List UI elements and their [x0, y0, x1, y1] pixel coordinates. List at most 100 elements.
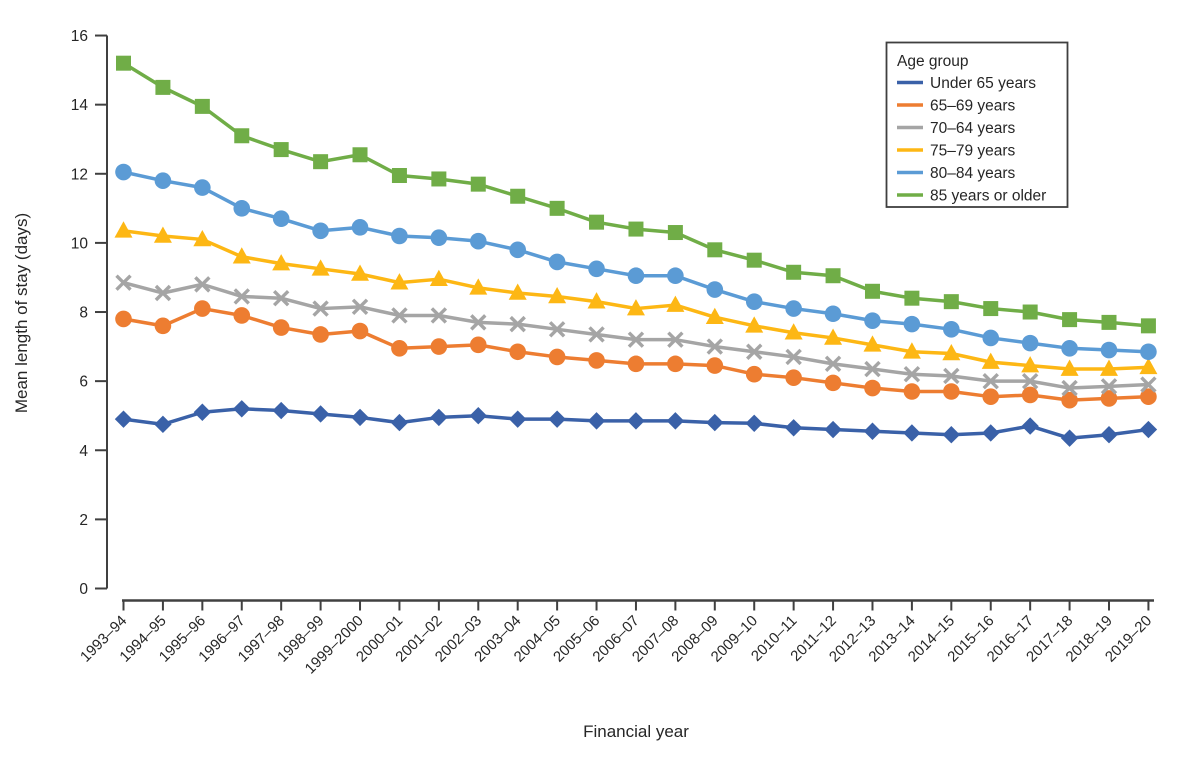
marker: [902, 342, 921, 359]
marker: [193, 403, 212, 421]
marker: [312, 326, 329, 343]
marker: [311, 405, 330, 423]
series-75-79-years: [114, 221, 1158, 376]
marker: [351, 219, 369, 236]
marker: [785, 348, 802, 366]
marker: [825, 268, 841, 284]
marker: [272, 401, 290, 420]
marker: [982, 372, 999, 390]
legend-item: 65–69 years: [897, 98, 1016, 115]
marker: [666, 412, 685, 430]
marker: [1140, 376, 1157, 393]
marker: [1100, 378, 1118, 395]
marker: [194, 300, 211, 317]
legend: Age group Under 65 years 65–69 years 70–64 …: [885, 41, 1069, 208]
series-under-65-years: [114, 400, 1158, 447]
marker: [746, 343, 763, 360]
marker: [627, 267, 645, 285]
marker: [824, 355, 842, 373]
marker: [627, 331, 645, 348]
marker: [667, 267, 684, 285]
marker: [706, 413, 724, 432]
series-80-84-years: [115, 163, 1157, 361]
marker: [548, 286, 567, 304]
marker: [509, 410, 527, 428]
marker: [786, 264, 802, 280]
marker: [272, 289, 290, 307]
marker: [115, 163, 132, 181]
marker: [903, 315, 921, 333]
marker: [982, 424, 1000, 442]
marker: [311, 259, 330, 276]
marker: [430, 408, 448, 427]
marker: [272, 210, 290, 228]
marker: [981, 352, 1000, 369]
marker: [588, 260, 605, 278]
marker: [1061, 379, 1078, 397]
marker: [233, 400, 251, 418]
marker: [469, 407, 487, 425]
marker: [1021, 372, 1039, 390]
marker: [1021, 334, 1039, 352]
marker: [784, 323, 803, 340]
marker: [785, 369, 802, 386]
marker: [115, 274, 132, 291]
marker: [549, 200, 565, 216]
marker: [1100, 359, 1118, 376]
marker: [430, 229, 448, 247]
marker: [351, 408, 369, 427]
marker: [864, 283, 880, 299]
marker: [903, 424, 921, 442]
marker: [313, 154, 329, 170]
marker: [943, 321, 960, 338]
y-tick-label: 6: [79, 374, 88, 391]
marker: [115, 310, 132, 328]
plot-area: [114, 55, 1158, 447]
marker: [154, 172, 172, 189]
marker: [469, 278, 488, 295]
marker: [1101, 314, 1117, 330]
legend-item-label: Under 65 years: [930, 75, 1036, 92]
marker: [1021, 386, 1039, 404]
marker: [943, 294, 959, 310]
marker: [587, 412, 606, 430]
marker: [746, 252, 762, 268]
marker: [864, 312, 881, 329]
legend-item-label: 65–69 years: [930, 98, 1016, 115]
y-tick-label: 0: [79, 581, 88, 598]
marker: [155, 79, 171, 95]
marker: [588, 352, 605, 369]
marker: [1061, 340, 1078, 357]
marker: [667, 331, 684, 348]
marker: [903, 366, 921, 383]
y-tick-label: 12: [71, 166, 88, 183]
marker: [351, 264, 370, 281]
legend-item-label: 75–79 years: [930, 143, 1016, 160]
marker: [626, 299, 645, 316]
marker: [627, 412, 645, 430]
marker: [942, 426, 961, 444]
marker: [390, 413, 409, 432]
marker: [390, 273, 409, 290]
marker: [784, 419, 803, 437]
marker: [627, 355, 645, 373]
marker: [114, 221, 133, 238]
marker: [666, 295, 685, 312]
marker: [824, 374, 842, 392]
y-tick-label: 16: [71, 28, 88, 45]
marker: [1061, 391, 1078, 409]
marker: [154, 284, 172, 302]
marker: [1100, 426, 1118, 444]
marker: [234, 128, 250, 144]
marker: [154, 415, 172, 434]
marker: [1140, 388, 1157, 405]
marker: [588, 326, 605, 343]
marker: [1060, 359, 1079, 376]
marker: [351, 298, 369, 316]
marker: [745, 414, 763, 433]
marker: [429, 269, 448, 286]
marker: [824, 305, 842, 323]
marker: [312, 300, 329, 317]
